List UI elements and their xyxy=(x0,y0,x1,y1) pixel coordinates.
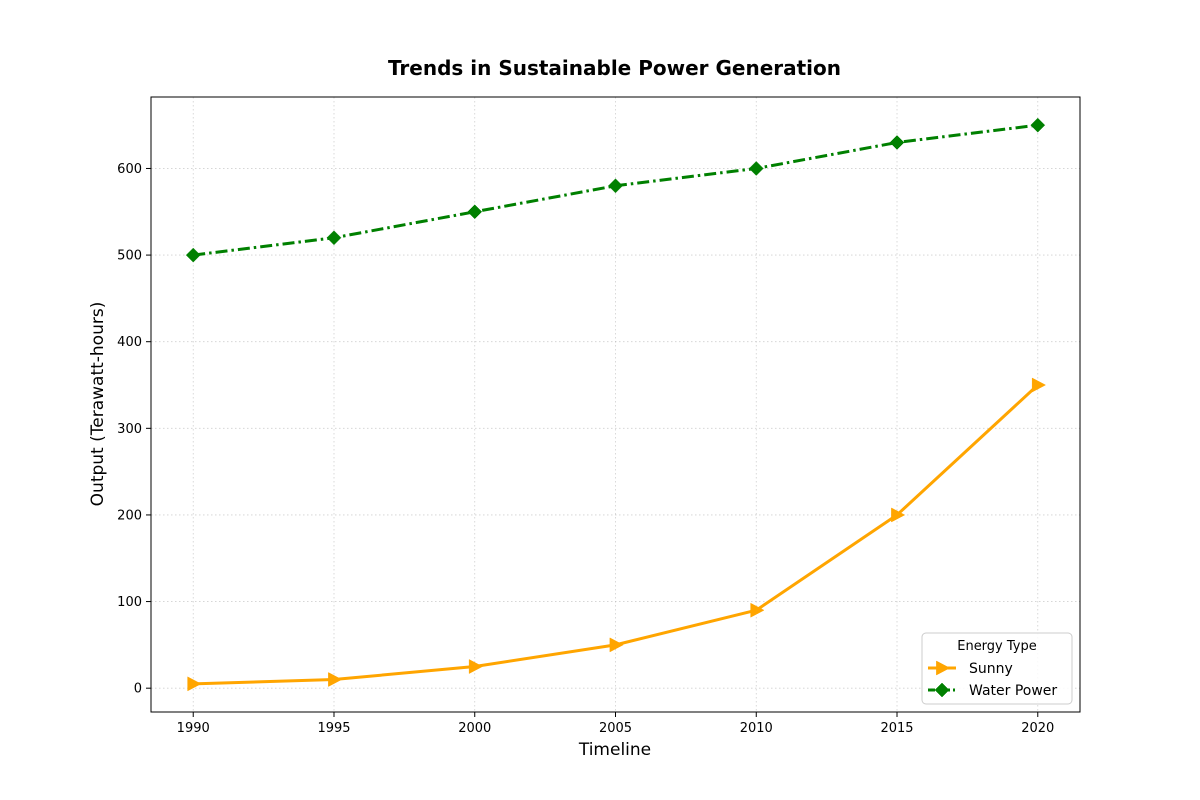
legend-label: Sunny xyxy=(969,661,1013,677)
legend: Energy Type Sunny Water Power xyxy=(921,632,1073,705)
data-point-water-power xyxy=(748,161,764,176)
data-point-sunny xyxy=(187,676,202,692)
y-tick-label: 200 xyxy=(117,508,142,523)
x-tick-label: 2020 xyxy=(1021,721,1054,736)
x-tick-label: 1990 xyxy=(177,721,210,736)
data-point-sunny xyxy=(750,602,765,618)
y-tick-label: 500 xyxy=(117,249,142,264)
legend-entry-water-power: Water Power xyxy=(928,682,1057,699)
data-point-sunny xyxy=(609,637,624,653)
x-tick-label: 2005 xyxy=(599,721,632,736)
x-tick-label: 2000 xyxy=(458,721,491,736)
legend-label: Water Power xyxy=(969,683,1057,699)
legend-box xyxy=(921,632,1073,705)
data-point-sunny xyxy=(1031,377,1047,393)
legend-marker xyxy=(936,660,951,676)
legend-title: Energy Type xyxy=(957,639,1037,654)
grid xyxy=(151,97,1080,712)
data-point-water-power xyxy=(608,178,623,194)
y-tick-label: 300 xyxy=(117,422,142,437)
x-tick-label: 2015 xyxy=(880,721,913,736)
data-point-sunny xyxy=(891,507,906,523)
y-tick-label: 400 xyxy=(117,335,142,350)
series-water-power xyxy=(185,117,1046,263)
x-axis: 1990 1995 2000 2005 2010 2015 2020 xyxy=(177,712,1054,736)
legend-entry-sunny: Sunny xyxy=(928,660,1013,677)
series-layer xyxy=(185,117,1047,692)
y-tick-label: 100 xyxy=(117,595,142,610)
data-point-water-power xyxy=(185,247,201,263)
y-tick-label: 600 xyxy=(117,162,142,177)
series-sunny xyxy=(187,377,1047,692)
y-axis-title: Output (Terawatt-hours) xyxy=(88,302,108,507)
x-axis-title: Timeline xyxy=(578,740,651,760)
data-point-sunny xyxy=(328,672,343,687)
x-tick-label: 2010 xyxy=(740,721,773,736)
chart-title: Trends in Sustainable Power Generation xyxy=(388,56,841,80)
y-axis: 0 100 200 300 400 500 600 xyxy=(117,162,151,697)
legend-marker xyxy=(934,682,950,698)
data-point-water-power xyxy=(1030,117,1046,133)
data-point-water-power xyxy=(889,135,905,150)
data-point-sunny xyxy=(468,659,483,674)
data-point-water-power xyxy=(326,230,342,246)
data-point-water-power xyxy=(467,204,483,220)
x-tick-label: 1995 xyxy=(317,721,350,736)
y-tick-label: 0 xyxy=(134,682,142,697)
legend-entries: Sunny Water Power xyxy=(928,660,1057,699)
